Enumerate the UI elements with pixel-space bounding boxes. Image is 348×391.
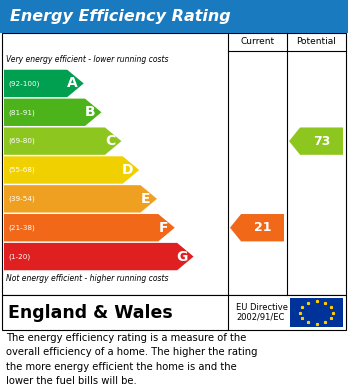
Polygon shape: [4, 99, 102, 126]
Text: EU Directive: EU Directive: [236, 303, 288, 312]
Text: Potential: Potential: [296, 38, 337, 47]
Polygon shape: [4, 214, 175, 241]
Text: (55-68): (55-68): [8, 167, 35, 173]
Text: E: E: [141, 192, 150, 206]
Text: (1-20): (1-20): [8, 253, 30, 260]
Text: (21-38): (21-38): [8, 224, 35, 231]
Polygon shape: [4, 156, 139, 184]
Text: The energy efficiency rating is a measure of the
overall efficiency of a home. T: The energy efficiency rating is a measur…: [6, 333, 258, 386]
Bar: [2, 295, 346, 330]
Text: (39-54): (39-54): [8, 196, 35, 202]
Text: Not energy efficient - higher running costs: Not energy efficient - higher running co…: [6, 274, 168, 283]
Text: (81-91): (81-91): [8, 109, 35, 115]
Text: 21: 21: [254, 221, 271, 234]
Polygon shape: [289, 127, 343, 155]
Bar: [0, 0, 348, 33]
Bar: [2, 33, 346, 295]
Polygon shape: [4, 70, 84, 97]
Text: Energy Efficiency Rating: Energy Efficiency Rating: [10, 9, 231, 24]
Polygon shape: [4, 127, 121, 155]
Text: 2002/91/EC: 2002/91/EC: [236, 313, 284, 322]
Text: G: G: [176, 249, 188, 264]
Text: 73: 73: [313, 135, 330, 148]
Text: A: A: [67, 76, 78, 90]
Text: England & Wales: England & Wales: [8, 303, 173, 321]
Text: C: C: [105, 134, 115, 148]
Text: Very energy efficient - lower running costs: Very energy efficient - lower running co…: [6, 55, 168, 64]
Text: B: B: [85, 105, 95, 119]
Text: F: F: [158, 221, 168, 235]
Bar: [290, 298, 343, 327]
Text: (69-80): (69-80): [8, 138, 35, 144]
Polygon shape: [4, 243, 193, 270]
Text: D: D: [122, 163, 133, 177]
Polygon shape: [230, 214, 284, 241]
Text: (92-100): (92-100): [8, 80, 39, 87]
Text: Current: Current: [240, 38, 275, 47]
Polygon shape: [4, 185, 157, 213]
